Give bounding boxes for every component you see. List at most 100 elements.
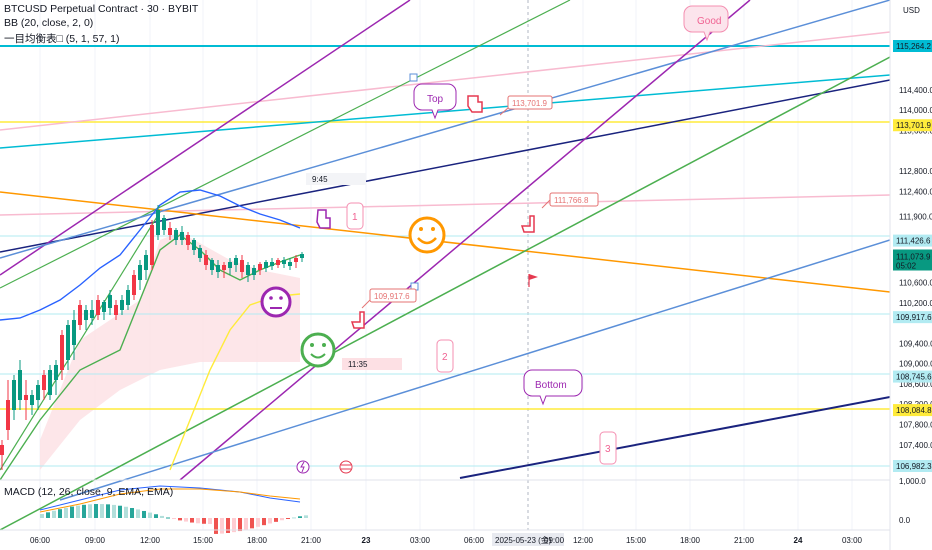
macd-bar: [256, 518, 260, 527]
macd-bar: [196, 518, 200, 524]
svg-text:111,766.8: 111,766.8: [554, 196, 589, 205]
price-callout-3[interactable]: 109,917.6: [361, 288, 417, 309]
candle-body: [108, 295, 112, 308]
time-box-2: [342, 358, 402, 370]
smiley-purple-icon[interactable]: [260, 286, 292, 318]
macd-bar: [124, 506, 128, 518]
candle-body: [114, 305, 118, 315]
macd-bar: [46, 512, 50, 518]
price-tick-label: 108,600.0: [899, 380, 932, 389]
candle-body: [36, 385, 40, 400]
price-tick-label: 111,900.0: [899, 213, 932, 222]
candle-body: [246, 265, 250, 275]
time-label: 23: [362, 536, 371, 545]
bb-upper: [0, 189, 301, 321]
price-tag-label: 115,264.2: [896, 42, 932, 51]
candle-body: [240, 260, 244, 272]
macd-line: [39, 485, 301, 511]
price-tick-label: 112,800.0: [899, 167, 932, 176]
note-good[interactable]: Good: [683, 5, 729, 42]
time-box-1-text: 9:45: [312, 175, 328, 184]
legend-symbol[interactable]: BTCUSD Perpetual Contract · 30 · BYBIT: [4, 3, 199, 15]
candle-body: [234, 258, 238, 265]
price-tag-label: 111,426.6: [896, 237, 931, 246]
macd-bar: [226, 518, 230, 533]
price-tick-label: 110,600.0: [899, 279, 932, 288]
candle-body: [138, 265, 142, 280]
time-label: 21:00: [301, 536, 322, 545]
macd-bar: [214, 518, 218, 534]
lightning-event-icon[interactable]: [296, 460, 310, 474]
candle-body: [66, 325, 70, 360]
macd-bar: [250, 518, 254, 529]
time-label: 06:00: [30, 536, 51, 545]
candle-body: [12, 380, 16, 410]
trend-lines[interactable]: [0, 0, 891, 531]
candle-body: [84, 310, 88, 320]
note-bottom[interactable]: Bottom: [523, 369, 583, 406]
macd-tick-label: 0.0: [899, 516, 911, 525]
candle-body: [186, 235, 190, 245]
time-label: 18:00: [247, 536, 268, 545]
legend-macd[interactable]: MACD (12, 26, close, 9, EMA, EMA): [4, 486, 174, 498]
candle-body: [6, 400, 10, 430]
candle-body: [180, 232, 184, 240]
note-top[interactable]: Top: [413, 83, 457, 120]
candle-body: [120, 300, 124, 310]
macd-bar: [184, 518, 188, 522]
macd-bar: [82, 504, 86, 518]
price-tick-label: 109,400.0: [899, 339, 932, 348]
price-tag-label: 108,084.8: [896, 406, 932, 415]
line-handle[interactable]: [409, 73, 418, 82]
candle-body: [282, 260, 286, 264]
time-label: 21:00: [734, 536, 755, 545]
macd-bar: [142, 510, 146, 518]
svg-text:2: 2: [442, 352, 448, 363]
smiley-orange-icon[interactable]: [408, 216, 446, 254]
price-callout-1[interactable]: 113,701.9: [499, 95, 553, 116]
candle-body: [96, 300, 100, 315]
hand-pointer-icon[interactable]: [316, 95, 535, 329]
candle-body: [0, 445, 4, 455]
macd-bar: [136, 509, 140, 518]
wave-label-2[interactable]: 2: [436, 339, 454, 373]
wave-label-3[interactable]: 3: [599, 431, 617, 465]
candle-body: [300, 254, 304, 258]
candle-body: [72, 320, 76, 345]
macd-bar: [244, 518, 248, 530]
ichimoku-cloud: [40, 232, 300, 470]
time-label: 18:00: [680, 536, 701, 545]
candle-body: [270, 262, 274, 266]
smiley-green-icon[interactable]: [300, 332, 336, 368]
time-label: 15:00: [626, 536, 647, 545]
macd-bar: [304, 515, 308, 518]
price-tag: [893, 311, 932, 324]
time-box-1: [306, 173, 366, 185]
price-tag-label: 113,701.9: [896, 121, 932, 130]
price-callout-2[interactable]: 111,766.8: [541, 192, 599, 209]
macd-bar: [202, 518, 206, 524]
candle-body: [156, 210, 160, 235]
currency-label: USD: [903, 6, 920, 15]
price-tag-label: 108,745.6: [896, 373, 932, 382]
wave-label-1[interactable]: 1: [346, 202, 364, 230]
red-flag-icon: [528, 274, 538, 287]
macd-bar: [280, 518, 284, 521]
candle-body: [18, 370, 22, 400]
macd-bar: [154, 514, 158, 518]
price-tick-label: 114,400.0: [899, 86, 932, 95]
candle-body: [228, 262, 232, 268]
price-axis[interactable]: 114,400.0114,000.0113,600.0112,800.0112,…: [893, 40, 932, 525]
macd-bar: [40, 514, 44, 518]
candles[interactable]: [0, 205, 304, 470]
macd-bar: [76, 505, 80, 518]
price-tick-label: 110,200.0: [899, 299, 932, 308]
legend-bb[interactable]: BB (20, close, 2, 0): [4, 17, 94, 29]
us-flag-event-icon[interactable]: [339, 460, 353, 474]
price-tick-label: 114,000.0: [899, 106, 932, 115]
time-axis[interactable]: 06:00 09:00 12:00 15:00 18:00 21:00 23 03:00 06:…: [30, 533, 863, 546]
candle-body: [264, 262, 268, 268]
legend-ichimoku[interactable]: 一目均衡表□ (5, 1, 57, 1): [4, 33, 120, 45]
time-label: 12:00: [140, 536, 161, 545]
